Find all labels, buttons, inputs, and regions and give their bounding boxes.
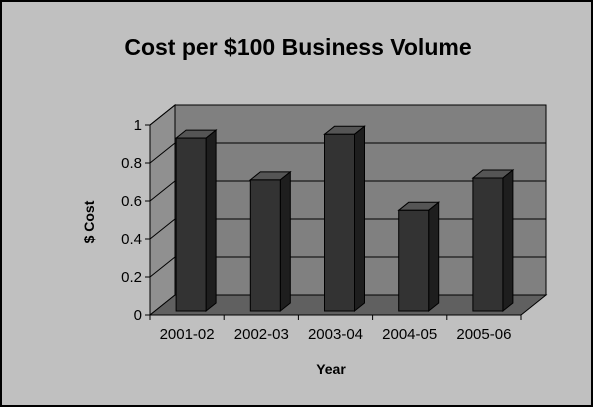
y-tick-label: 0.2 bbox=[121, 269, 142, 286]
x-axis-label: Year bbox=[316, 361, 346, 377]
y-axis-label: $ Cost bbox=[81, 200, 97, 243]
y-axis: 0 0.2 0.4 0.6 0.8 1 bbox=[121, 117, 151, 324]
bar-front bbox=[324, 133, 355, 312]
bar-front bbox=[175, 137, 207, 312]
bar bbox=[174, 129, 218, 313]
bar-side bbox=[354, 125, 365, 313]
bar-side bbox=[205, 129, 217, 313]
bar-front bbox=[398, 209, 430, 312]
bar bbox=[397, 201, 441, 313]
x-tick-label: 2005-06 bbox=[456, 326, 511, 343]
gridline bbox=[149, 142, 546, 164]
bar bbox=[248, 170, 292, 313]
plot-side-wall bbox=[149, 103, 176, 317]
x-axis: 2001-02 2002-03 2003-04 2004-05 2005-06 bbox=[149, 314, 522, 343]
x-tick-label: 2004-05 bbox=[382, 326, 437, 343]
y-tick-label: 1 bbox=[134, 117, 142, 134]
bar-side bbox=[279, 170, 291, 313]
y-tick-label: 0.6 bbox=[121, 193, 142, 210]
x-tick-label: 2001-02 bbox=[160, 326, 215, 343]
bars bbox=[174, 125, 515, 313]
bar bbox=[323, 125, 366, 313]
y-tick-label: 0.8 bbox=[121, 155, 142, 172]
x-tick-label: 2002-03 bbox=[234, 326, 289, 343]
y-tick-label: 0 bbox=[134, 307, 142, 324]
bar-front bbox=[472, 177, 504, 312]
bar-side bbox=[502, 168, 514, 313]
chart-title: Cost per $100 Business Volume bbox=[124, 34, 471, 60]
gridlines bbox=[149, 104, 546, 278]
x-tick-label: 2003-04 bbox=[308, 326, 363, 343]
bar bbox=[471, 168, 515, 313]
bar-front bbox=[249, 179, 281, 312]
gridline bbox=[149, 104, 546, 126]
bar-side bbox=[428, 201, 440, 313]
gridline bbox=[149, 180, 546, 202]
y-tick-label: 0.4 bbox=[121, 231, 142, 248]
